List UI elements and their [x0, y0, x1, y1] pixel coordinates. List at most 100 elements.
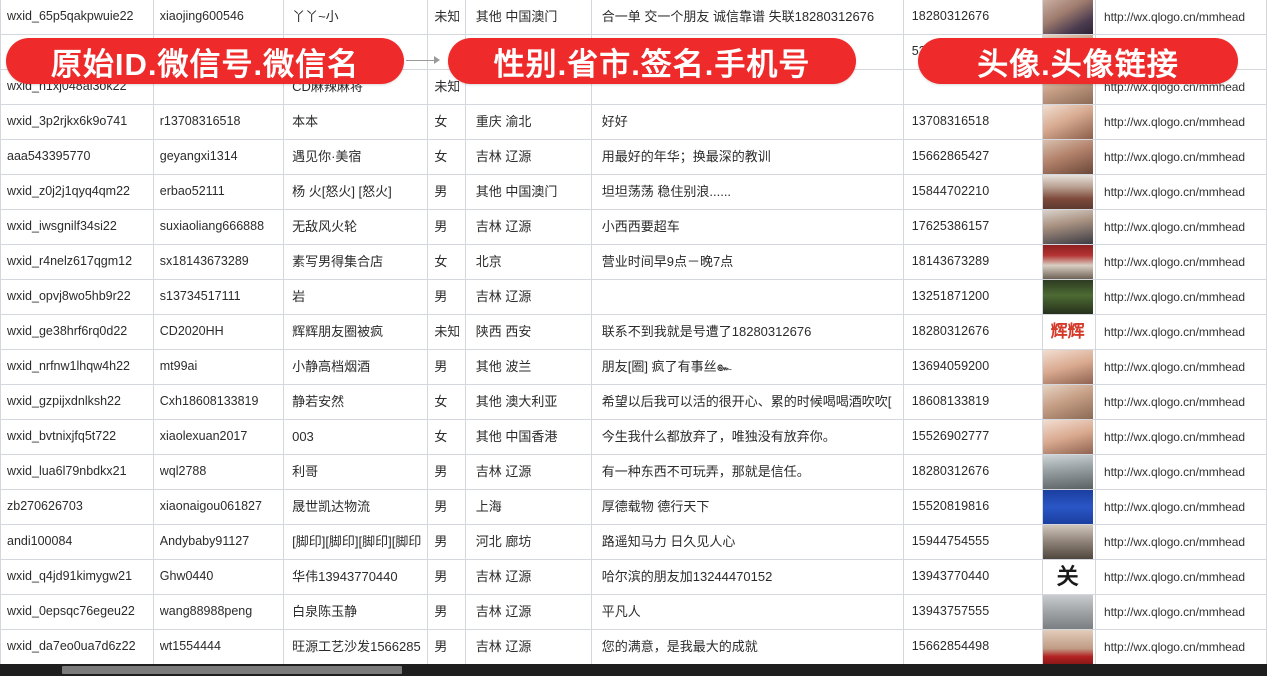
cell-avatar-url[interactable]: http://wx.qlogo.cn/mmhead [1095, 489, 1267, 525]
cell-original-id[interactable]: wxid_r4nelz617qgm12 [0, 244, 154, 280]
cell-signature[interactable] [591, 279, 904, 315]
cell-gender[interactable]: 女 [427, 139, 466, 175]
cell-phone[interactable]: 13251871200 [903, 279, 1043, 315]
table-row[interactable]: wxid_bvtnixjfq5t722 xiaolexuan2017 003 女 其他 … [0, 419, 1267, 455]
table-row[interactable]: wxid_z0j2j1qyq4qm22 erbao52111 杨 火[怒火] [怒火… [0, 174, 1267, 210]
cell-avatar[interactable] [1042, 349, 1097, 385]
cell-region[interactable]: 吉林 辽源 [465, 454, 592, 490]
table-row[interactable]: wxid_r4nelz617qgm12 sx18143673289 素写男得集合店 女… [0, 244, 1267, 280]
cell-wechat-name[interactable]: 003 [283, 419, 429, 455]
cell-signature[interactable]: 希望以后我可以活的很开心、累的时候喝喝酒吹吹[ [591, 384, 904, 420]
cell-wechat-id[interactable]: xiaojing600546 [153, 0, 285, 35]
cell-phone[interactable]: 15662865427 [903, 139, 1043, 175]
cell-wechat-name[interactable]: 丫丫~小 [283, 0, 429, 35]
cell-original-id[interactable]: wxid_ge38hrf6rq0d22 [0, 314, 154, 350]
cell-avatar-url[interactable]: http://wx.qlogo.cn/mmhead [1095, 419, 1267, 455]
cell-wechat-name[interactable]: 旺源工艺沙发15662854 [283, 629, 429, 665]
cell-original-id[interactable]: wxid_z0j2j1qyq4qm22 [0, 174, 154, 210]
cell-avatar[interactable] [1042, 174, 1097, 210]
cell-wechat-id[interactable]: s13734517111 [153, 279, 285, 315]
cell-region[interactable]: 其他 澳大利亚 [465, 384, 592, 420]
cell-wechat-name[interactable]: 无敌风火轮 [283, 209, 429, 245]
cell-wechat-id[interactable]: xiaonaigou061827 [153, 489, 285, 525]
cell-original-id[interactable]: wxid_gzpijxdnlksh22 [0, 384, 154, 420]
cell-region[interactable]: 重庆 渝北 [465, 104, 592, 140]
table-row[interactable]: wxid_0epsqc76egeu22 wang88988peng 白泉陈玉静 男 吉林… [0, 594, 1267, 630]
cell-avatar[interactable] [1042, 629, 1097, 665]
cell-avatar-url[interactable]: http://wx.qlogo.cn/mmhead [1095, 139, 1267, 175]
cell-avatar-url[interactable]: http://wx.qlogo.cn/mmhead [1095, 314, 1267, 350]
cell-original-id[interactable]: aaa543395770 [0, 139, 154, 175]
cell-wechat-name[interactable]: 利哥 [283, 454, 429, 490]
cell-original-id[interactable]: wxid_lua6l79nbdkx21 [0, 454, 154, 490]
cell-phone[interactable]: 13708316518 [903, 104, 1043, 140]
cell-phone[interactable]: 13694059200 [903, 349, 1043, 385]
table-row[interactable]: zb270626703 xiaonaigou061827 晟世凯达物流 男 上海 厚德载物… [0, 489, 1267, 525]
cell-wechat-id[interactable]: suxiaoliang666888 [153, 209, 285, 245]
cell-wechat-id[interactable]: sx18143673289 [153, 244, 285, 280]
cell-region[interactable]: 陕西 西安 [465, 314, 592, 350]
cell-avatar[interactable] [1042, 209, 1097, 245]
cell-wechat-id[interactable]: mt99ai [153, 349, 285, 385]
cell-region[interactable]: 吉林 辽源 [465, 279, 592, 315]
cell-gender[interactable]: 男 [427, 209, 466, 245]
cell-phone[interactable]: 15662854498 [903, 629, 1043, 665]
cell-signature[interactable]: 坦坦荡荡 稳住别浪...... [591, 174, 904, 210]
cell-signature[interactable]: 哈尔滨的朋友加13244470152 [591, 559, 904, 595]
cell-signature[interactable]: 厚德载物 德行天下 [591, 489, 904, 525]
table-row[interactable]: wxid_gzpijxdnlksh22 Cxh18608133819 静若安然 女 其他… [0, 384, 1267, 420]
cell-wechat-name[interactable]: 晟世凯达物流 [283, 489, 429, 525]
table-row[interactable]: aaa543395770 geyangxi1314 遇见你·美宿 女 吉林 辽源 用最好的… [0, 139, 1267, 175]
cell-avatar[interactable] [1042, 384, 1097, 420]
cell-region[interactable]: 其他 中国香港 [465, 419, 592, 455]
cell-original-id[interactable]: wxid_65p5qakpwuie22 [0, 0, 154, 35]
cell-avatar-url[interactable]: http://wx.qlogo.cn/mmhead [1095, 0, 1267, 35]
cell-phone[interactable]: 15844702210 [903, 174, 1043, 210]
table-row[interactable]: wxid_ge38hrf6rq0d22 CD2020HH 辉辉朋友圈被疯 未知 陕西 西… [0, 314, 1267, 350]
cell-avatar-url[interactable]: http://wx.qlogo.cn/mmhead [1095, 629, 1267, 665]
cell-wechat-name[interactable]: 白泉陈玉静 [283, 594, 429, 630]
cell-phone[interactable]: 18280312676 [903, 314, 1043, 350]
cell-phone[interactable]: 18608133819 [903, 384, 1043, 420]
table-row[interactable]: wxid_65p5qakpwuie22 xiaojing600546 丫丫~小 未知其… [0, 0, 1267, 35]
cell-avatar-url[interactable]: http://wx.qlogo.cn/mmhead [1095, 209, 1267, 245]
cell-phone[interactable]: 15526902777 [903, 419, 1043, 455]
cell-avatar[interactable] [1042, 419, 1097, 455]
cell-wechat-id[interactable]: Andybaby91127 [153, 524, 285, 560]
cell-wechat-name[interactable]: 本本 [283, 104, 429, 140]
cell-avatar[interactable] [1042, 104, 1097, 140]
horizontal-scrollbar[interactable] [0, 664, 1267, 676]
cell-gender[interactable]: 男 [427, 454, 466, 490]
cell-wechat-id[interactable]: xiaolexuan2017 [153, 419, 285, 455]
cell-signature[interactable]: 朋友[圈] 疯了有事丝๛ [591, 349, 904, 385]
cell-avatar[interactable]: 关 [1042, 559, 1097, 595]
cell-region[interactable]: 吉林 辽源 [465, 559, 592, 595]
cell-signature[interactable]: 好好 [591, 104, 904, 140]
cell-wechat-name[interactable]: 小静高档烟酒 [283, 349, 429, 385]
cell-region[interactable]: 吉林 辽源 [465, 209, 592, 245]
cell-original-id[interactable]: wxid_opvj8wo5hb9r22 [0, 279, 154, 315]
cell-region[interactable]: 上海 [465, 489, 592, 525]
cell-gender[interactable]: 男 [427, 349, 466, 385]
cell-wechat-id[interactable]: erbao52111 [153, 174, 285, 210]
cell-avatar-url[interactable]: http://wx.qlogo.cn/mmhead [1095, 279, 1267, 315]
cell-region[interactable]: 其他 中国澳门 [465, 0, 592, 35]
cell-region[interactable]: 河北 廊坊 [465, 524, 592, 560]
table-row[interactable]: wxid_iwsgnilf34si22 suxiaoliang666888 无敌风火… [0, 209, 1267, 245]
cell-signature[interactable]: 有一种东西不可玩弄，那就是信任。 [591, 454, 904, 490]
cell-region[interactable]: 北京 [465, 244, 592, 280]
cell-gender[interactable]: 男 [427, 174, 466, 210]
cell-region[interactable]: 其他 中国澳门 [465, 174, 592, 210]
cell-original-id[interactable]: wxid_bvtnixjfq5t722 [0, 419, 154, 455]
cell-region[interactable]: 吉林 辽源 [465, 594, 592, 630]
cell-avatar[interactable] [1042, 454, 1097, 490]
cell-gender[interactable]: 男 [427, 594, 466, 630]
cell-original-id[interactable]: wxid_iwsgnilf34si22 [0, 209, 154, 245]
cell-wechat-name[interactable]: 静若安然 [283, 384, 429, 420]
cell-phone[interactable]: 13943757555 [903, 594, 1043, 630]
cell-phone[interactable]: 17625386157 [903, 209, 1043, 245]
cell-phone[interactable]: 18143673289 [903, 244, 1043, 280]
cell-wechat-id[interactable]: wt1554444 [153, 629, 285, 665]
cell-avatar-url[interactable]: http://wx.qlogo.cn/mmhead [1095, 594, 1267, 630]
